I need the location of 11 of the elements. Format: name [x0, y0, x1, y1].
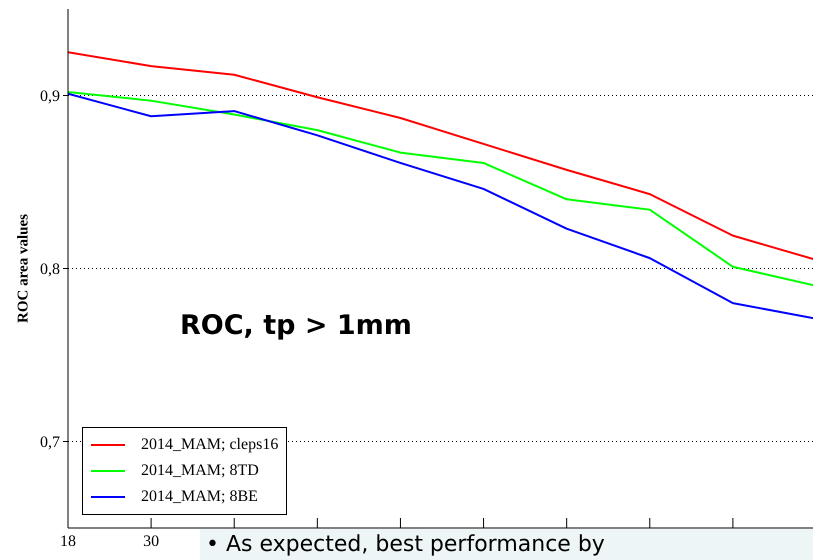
y-tick-label: 0,9: [40, 88, 60, 106]
legend-label: 2014_MAM; 8BE: [141, 488, 258, 506]
annotation: ROC, tp > 1mm: [180, 310, 412, 341]
x-tick-label: 18: [60, 533, 76, 550]
y-axis-title: ROC area values: [15, 214, 32, 323]
x-tick-label: 30: [143, 533, 160, 550]
text-panel: • As expected, best performance by: [200, 529, 813, 560]
y-tick-label: 0,8: [40, 261, 60, 278]
legend-label: 2014_MAM; 8TD: [141, 462, 259, 480]
legend-label: 2014_MAM; cleps16: [141, 436, 278, 454]
y-tick-label: 0,7: [40, 434, 60, 452]
